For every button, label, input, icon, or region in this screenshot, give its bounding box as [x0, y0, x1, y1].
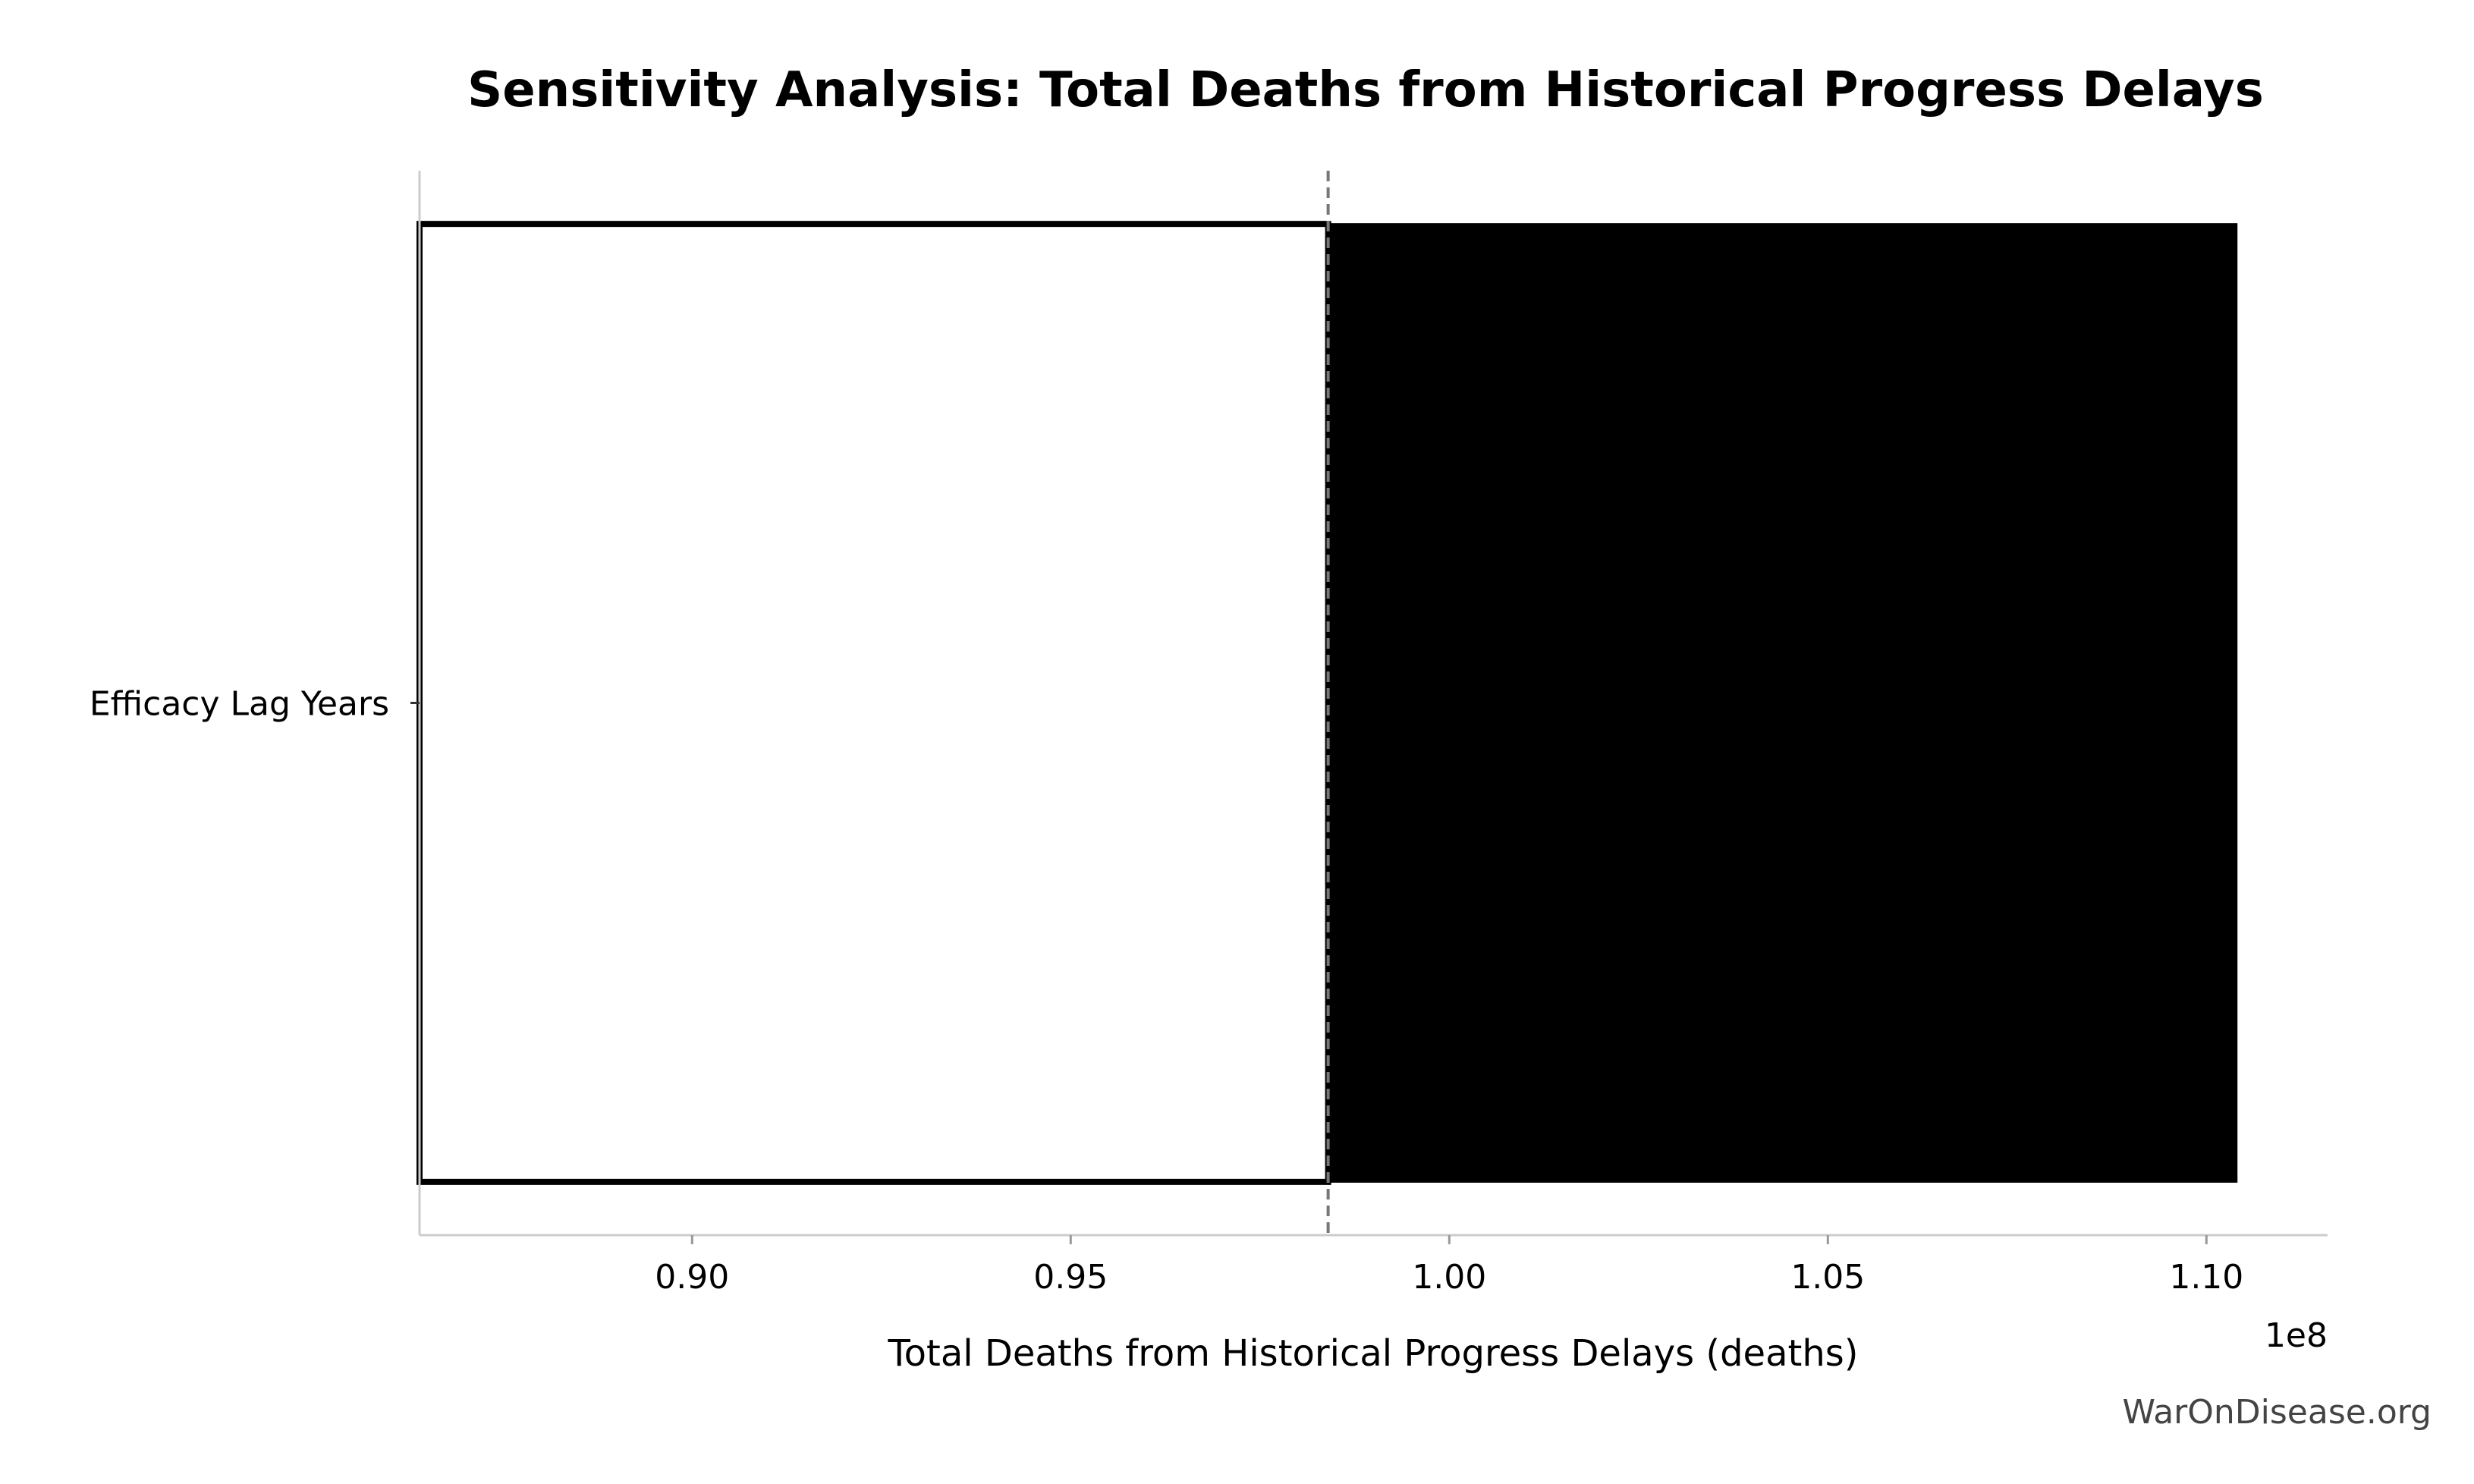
chart-title: Sensitivity Analysis: Total Deaths from … [467, 62, 2264, 118]
x-ticks: 0.90 0.95 1.00 1.05 1.10 [655, 1235, 2243, 1297]
y-tick-label: Efficacy Lag Years [90, 685, 389, 724]
x-tick-label: 0.95 [1033, 1258, 1108, 1297]
x-tick-label: 1.00 [1412, 1258, 1486, 1297]
watermark: WarOnDisease.org [2123, 1393, 2432, 1432]
x-axis-label: Total Deaths from Historical Progress De… [888, 1332, 1859, 1375]
x-tick-label: 0.90 [655, 1258, 729, 1297]
y-ticks: Efficacy Lag Years [90, 685, 420, 724]
bar-high [1327, 223, 2238, 1183]
plot-area [417, 171, 2238, 1235]
axis-offset-label: 1e8 [2265, 1316, 2328, 1355]
x-tick-label: 1.10 [2169, 1258, 2243, 1297]
bar-low [417, 221, 1331, 1185]
x-tick-label: 1.05 [1790, 1258, 1865, 1297]
